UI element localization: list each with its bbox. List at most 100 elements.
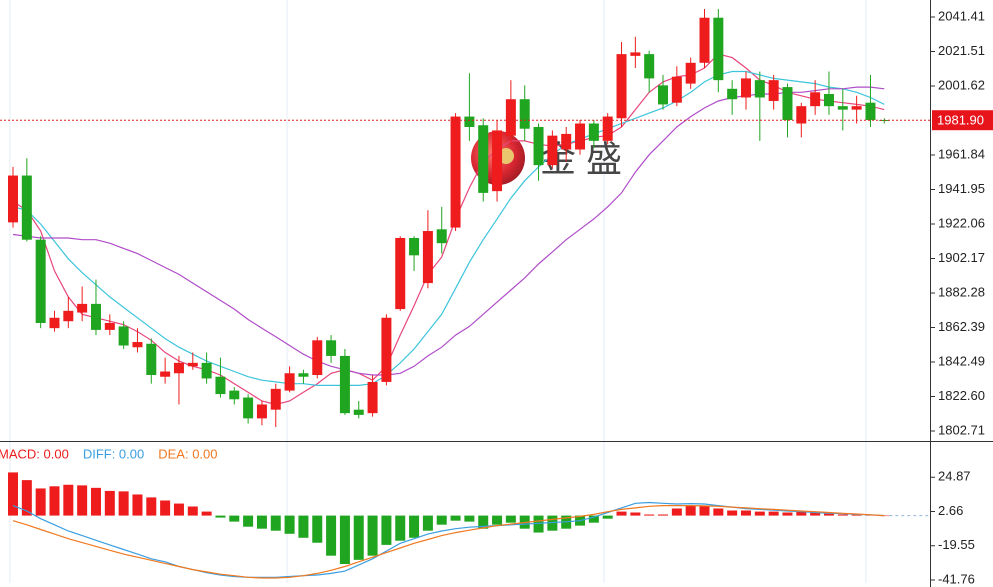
candle-body (851, 106, 862, 110)
candle-body (173, 362, 184, 374)
macd-bar (215, 515, 226, 518)
macd-bar (879, 515, 890, 517)
candle-body (326, 340, 337, 356)
candle-body (505, 99, 516, 136)
macd-bar (312, 515, 323, 543)
y-tick-label: 2041.41 (938, 8, 985, 23)
candle-body (381, 317, 392, 382)
macd-bar (837, 514, 848, 516)
macd-bar (644, 514, 655, 516)
candle-body (436, 229, 447, 244)
macd-bar (132, 494, 143, 516)
candle-body (478, 125, 489, 193)
candle-body (754, 80, 765, 98)
macd-bar (685, 505, 696, 516)
candle-body (671, 76, 682, 103)
y-tick-label: 1822.60 (938, 388, 985, 403)
candle-body (339, 355, 350, 414)
moving-average (12, 86, 885, 376)
macd-bar (823, 513, 834, 516)
candle-body (823, 94, 834, 107)
macd-bar (713, 508, 724, 516)
candle-body (63, 310, 74, 322)
candle-body (602, 116, 613, 141)
macd-bar (505, 515, 516, 523)
macd-bar (381, 515, 392, 545)
candle-body (90, 303, 101, 330)
y-tick-label: 2001.62 (938, 77, 985, 92)
legend-entry: MACD: 0.00 (0, 446, 69, 461)
y-tick-label: 1922.06 (938, 215, 985, 230)
macd-bar (187, 506, 198, 516)
candle-body (865, 102, 876, 121)
candle-body (215, 376, 226, 395)
candle-body (243, 397, 254, 419)
macd-bar (740, 510, 751, 516)
macd-bar (699, 505, 710, 516)
macd-bar (90, 487, 101, 516)
candle-body (187, 362, 198, 367)
y-tick-label: 1941.95 (938, 181, 985, 196)
macd-bar (63, 484, 74, 516)
macd-bar (436, 515, 447, 525)
candle-body (256, 404, 267, 419)
macd-bar (201, 511, 212, 516)
candle-body (782, 87, 793, 121)
macd-bar (782, 512, 793, 516)
macd-bar (768, 511, 779, 516)
macd-bar (339, 515, 350, 565)
candle-body (685, 62, 696, 84)
y-tick-label: 1902.17 (938, 250, 985, 265)
macd-bar (77, 485, 88, 516)
candle-body (740, 78, 751, 98)
macd-bar (450, 515, 461, 521)
macd-bar (160, 500, 171, 516)
candle-body (450, 116, 461, 228)
candle-body (796, 106, 807, 124)
candle-body (49, 317, 60, 329)
macd-bar (49, 486, 60, 516)
candle-body (658, 85, 669, 105)
y-tick-label: 1802.71 (938, 422, 985, 437)
macd-bar (146, 497, 157, 516)
y-tick-label: 1862.39 (938, 319, 985, 334)
macd-bar (326, 515, 337, 556)
candle-body (298, 373, 309, 377)
candle-body (630, 52, 641, 56)
moving-average (12, 53, 885, 406)
candle-body (160, 371, 171, 377)
last-price-label: 1981.90 (937, 113, 984, 128)
legend-entry: DEA: 0.00 (158, 446, 217, 461)
candle-body (201, 362, 212, 379)
macd-plot: 24.87 2.66 -19.55 -41.76 MACD: 0.00 DIFF: 0.0… (0, 446, 975, 586)
candle-body (77, 303, 88, 313)
candle-body (547, 135, 558, 166)
moving-average (12, 70, 885, 386)
macd-bar (796, 511, 807, 516)
candle-body (616, 54, 627, 119)
candle-body (395, 237, 406, 310)
macd-bar (395, 515, 406, 541)
macd-bar (8, 472, 18, 516)
candle-body (768, 80, 779, 101)
candle-body (284, 373, 295, 391)
candle-body (146, 343, 157, 375)
candle-body (519, 99, 530, 129)
macd-bar (21, 480, 32, 516)
candle-body (270, 388, 281, 410)
macd-bar (35, 488, 46, 516)
legend-entry: DIFF: 0.00 (83, 446, 144, 461)
macd-bar (492, 515, 503, 525)
candle-body (132, 342, 143, 348)
candle-body (104, 322, 115, 330)
candle-body (588, 123, 599, 141)
last-price-box (932, 110, 993, 131)
candle-body (35, 239, 46, 323)
candle-body (409, 237, 420, 256)
candle-body (713, 17, 724, 81)
candle-body (21, 175, 32, 240)
y-tick-label: -19.55 (938, 537, 975, 552)
macd-bar (409, 515, 420, 538)
candle-body (533, 126, 544, 166)
candle-body (810, 92, 821, 107)
